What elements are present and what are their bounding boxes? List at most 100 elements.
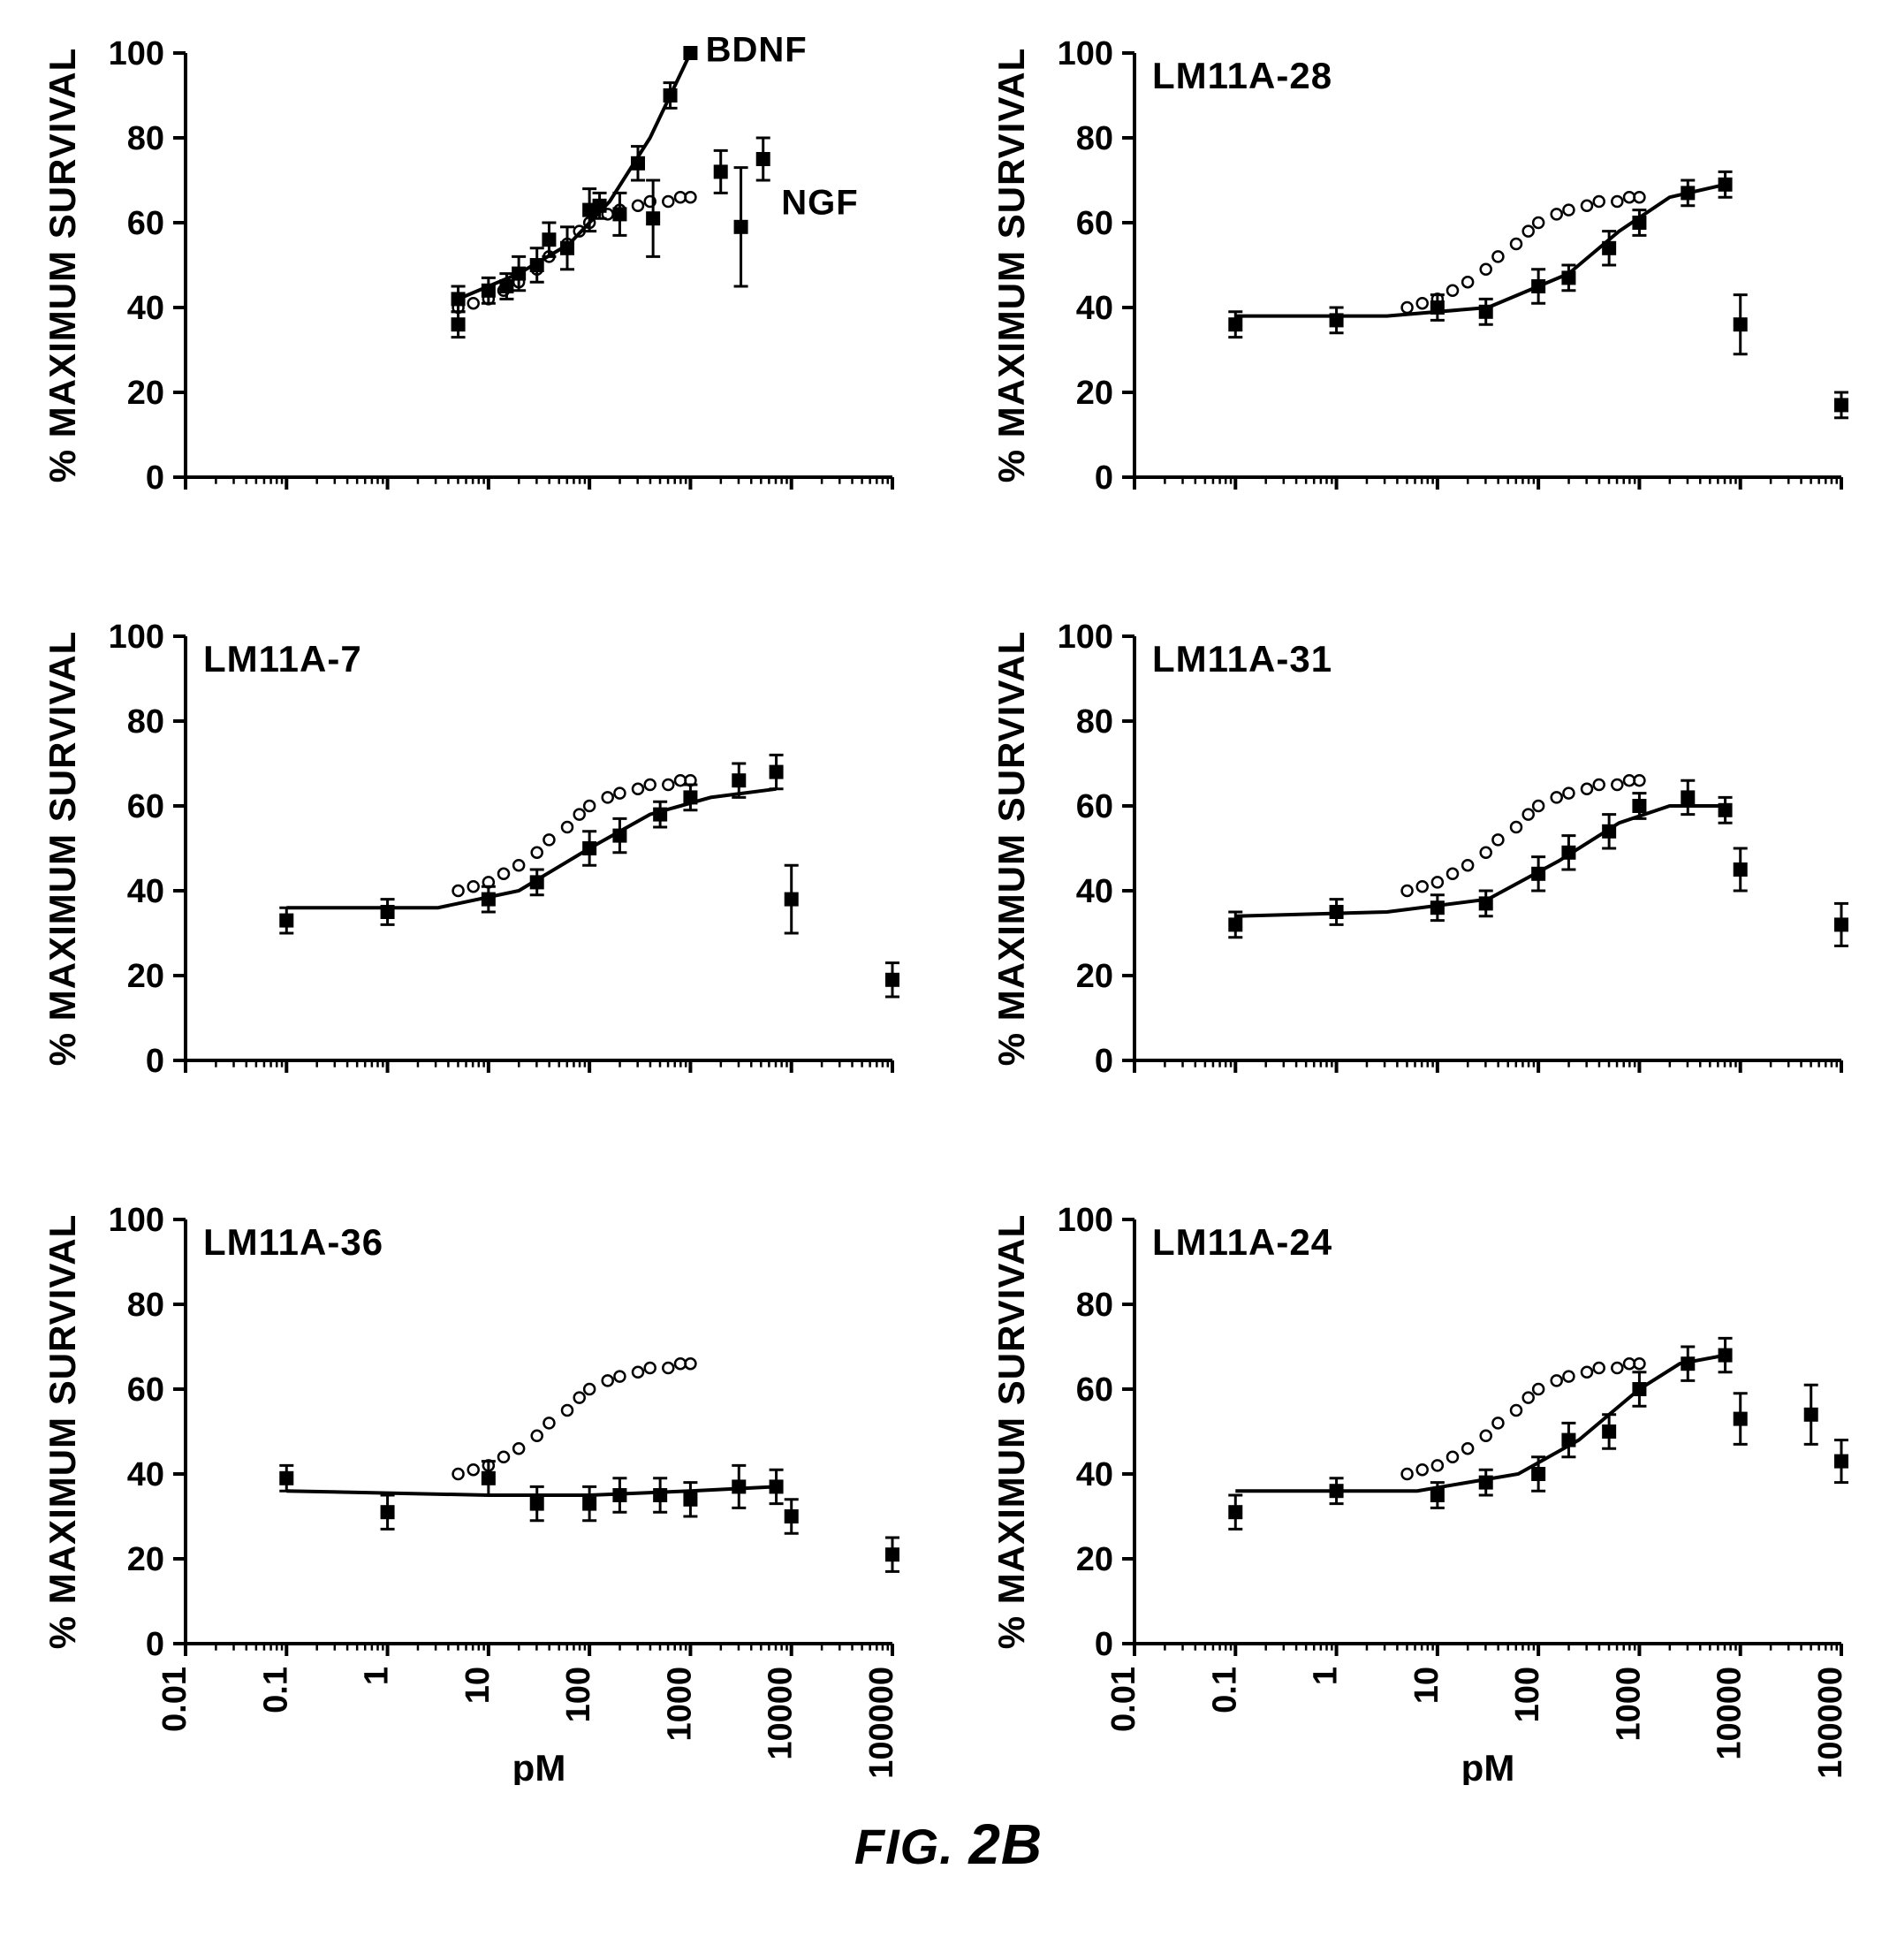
ngf-marker: [1462, 1443, 1473, 1454]
ngf-marker: [633, 1367, 643, 1378]
data-marker: [279, 1471, 293, 1485]
data-marker: [1602, 1424, 1616, 1439]
data-marker: [1228, 317, 1242, 331]
data-marker: [1478, 305, 1492, 319]
xtick-label: 10: [459, 1667, 497, 1704]
panel-title: LM11A-28: [1152, 55, 1332, 96]
ngf-marker: [1563, 788, 1574, 799]
xtick-label: 10: [1408, 1667, 1445, 1704]
ngf-marker: [1401, 1469, 1412, 1479]
ngf-marker: [645, 1363, 656, 1373]
ngf-marker: [1431, 1460, 1442, 1470]
data-marker: [1733, 317, 1747, 331]
data-marker: [770, 1479, 784, 1493]
data-marker: [1803, 1408, 1817, 1422]
panel-lm11a-28: 020406080100% MAXIMUM SURVIVALLM11A-28: [984, 35, 1863, 619]
data-marker: [512, 267, 526, 281]
data-marker: [1718, 1348, 1732, 1363]
data-marker: [1561, 270, 1575, 285]
ngf-marker: [1551, 1375, 1561, 1386]
ytick-label: 80: [1075, 703, 1112, 741]
data-marker: [1602, 241, 1616, 255]
ngf-marker: [1492, 834, 1503, 845]
ngf-marker: [453, 1469, 464, 1479]
ngf-marker: [1593, 779, 1604, 790]
ytick-label: 40: [127, 290, 164, 327]
data-marker: [785, 1509, 799, 1523]
ngf-marker: [1593, 196, 1604, 207]
ngf-marker: [532, 847, 543, 858]
fit-line: [1235, 185, 1725, 316]
data-marker: [683, 46, 697, 60]
ngf-marker: [1416, 881, 1427, 892]
ngf-marker: [574, 1393, 585, 1403]
data-marker: [631, 156, 645, 171]
data-marker: [612, 1488, 626, 1502]
y-axis-label: % MAXIMUM SURVIVAL: [42, 48, 83, 482]
y-axis-label: % MAXIMUM SURVIVAL: [42, 631, 83, 1066]
ngf-marker: [1522, 226, 1533, 237]
data-marker: [1632, 799, 1646, 813]
ytick-label: 100: [1057, 35, 1112, 72]
ngf-marker: [562, 822, 573, 832]
data-marker: [1681, 790, 1695, 804]
ytick-label: 60: [1075, 1371, 1112, 1409]
ngf-marker: [1551, 792, 1561, 802]
ytick-label: 20: [127, 375, 164, 412]
data-marker: [732, 1479, 746, 1493]
ytick-label: 20: [1075, 1541, 1112, 1578]
data-marker: [381, 905, 395, 919]
data-marker: [756, 152, 770, 166]
chart-panel-lm11a-31: 020406080100% MAXIMUM SURVIVALLM11A-31: [984, 619, 1859, 1202]
ytick-label: 80: [127, 703, 164, 741]
xtick-label: 0.01: [156, 1667, 193, 1732]
y-axis-label: % MAXIMUM SURVIVAL: [42, 1214, 83, 1649]
ngf-marker: [1462, 860, 1473, 870]
data-marker: [1632, 216, 1646, 230]
ngf-marker: [513, 1443, 524, 1454]
ngf-marker: [1511, 822, 1521, 832]
ngf-marker: [633, 784, 643, 794]
data-marker: [1329, 905, 1343, 919]
ngf-marker: [498, 1452, 509, 1462]
ytick-label: 60: [127, 205, 164, 242]
data-marker: [1430, 300, 1444, 315]
panel-lm11a-36: 0204060801000.010.1110100100010000100000…: [35, 1202, 914, 1785]
ngf-marker: [1447, 285, 1458, 296]
ngf-marker: [1480, 264, 1491, 275]
data-marker: [1430, 900, 1444, 915]
data-marker: [885, 1547, 899, 1561]
ytick-label: 40: [127, 1456, 164, 1493]
ngf-marker: [603, 792, 613, 802]
ytick-label: 80: [1075, 1287, 1112, 1324]
xtick-label: 100: [1509, 1667, 1546, 1722]
panel-title: LM11A-24: [1152, 1221, 1332, 1263]
ytick-label: 60: [127, 1371, 164, 1409]
ngf-marker: [1511, 239, 1521, 249]
ytick-label: 80: [1075, 120, 1112, 157]
data-marker: [683, 790, 697, 804]
data-marker: [653, 808, 667, 822]
ytick-label: 0: [1094, 460, 1112, 497]
data-marker: [482, 893, 496, 907]
data-marker: [664, 88, 678, 103]
chart-panel-lm11a-24: 0204060801000.010.1110100100010000100000…: [984, 1202, 1859, 1785]
ytick-label: 100: [109, 35, 164, 72]
data-marker: [1718, 178, 1732, 192]
ngf-marker: [513, 860, 524, 870]
data-marker: [451, 317, 466, 331]
ytick-label: 60: [127, 788, 164, 825]
y-axis-label: % MAXIMUM SURVIVAL: [990, 1214, 1032, 1649]
x-axis-label: pM: [512, 1747, 566, 1785]
ngf-marker: [543, 1417, 554, 1428]
ngf-marker: [498, 869, 509, 879]
data-marker: [1733, 1412, 1747, 1426]
data-marker: [1561, 1433, 1575, 1447]
y-axis-label: % MAXIMUM SURVIVAL: [990, 48, 1032, 482]
data-marker: [612, 829, 626, 843]
data-marker: [482, 1471, 496, 1485]
panel-lm11a-7: 020406080100% MAXIMUM SURVIVALLM11A-7: [35, 619, 914, 1202]
ytick-label: 20: [127, 958, 164, 995]
ngf-marker: [663, 779, 673, 790]
chart-panel-bdnf-ngf: 020406080100% MAXIMUM SURVIVALBDNFNGF: [35, 35, 910, 619]
